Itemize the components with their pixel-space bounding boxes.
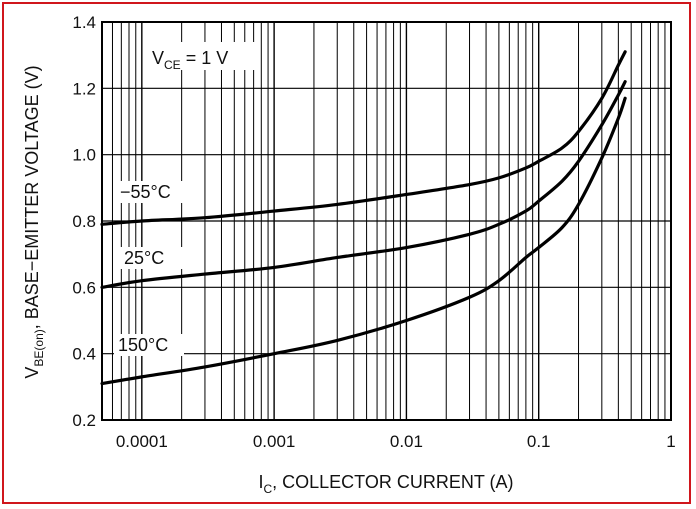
series-label-bg — [116, 181, 186, 203]
axis-labels: VCE = 1 V IC, COLLECTOR CURRENT (A) VBE(on… — [22, 42, 514, 496]
y-tick-label: 0.8 — [72, 212, 96, 231]
series-label-bg — [120, 247, 190, 269]
series-lines: −55°C 25°C 150°C — [100, 50, 627, 386]
annotation-bg — [148, 42, 258, 70]
series-label-2: 150°C — [118, 335, 168, 355]
x-axis-label: IC, COLLECTOR CURRENT (A) — [258, 472, 513, 496]
x-tick-label: 0.1 — [527, 432, 551, 451]
x-tick-label: 0.0001 — [116, 432, 168, 451]
series-line-2 — [100, 96, 627, 386]
grid — [101, 21, 672, 421]
annotation-vce: VCE = 1 V — [152, 48, 228, 72]
series-label-0: −55°C — [120, 182, 171, 202]
y-tick-label: 0.4 — [72, 345, 96, 364]
series-label-1: 25°C — [124, 248, 164, 268]
series-line-1 — [100, 80, 627, 289]
tick-labels: 0.0001 0.001 0.01 0.1 1 0.2 0.4 0.6 0.8 1.0 1.2 1.4 — [72, 13, 675, 451]
y-tick-label: 0.2 — [72, 411, 96, 430]
plot-border — [101, 21, 672, 421]
x-tick-label: 1 — [666, 432, 675, 451]
y-tick-label: 1.4 — [72, 13, 96, 32]
y-tick-label: 1.0 — [72, 146, 96, 165]
x-tick-label: 0.001 — [253, 432, 296, 451]
y-tick-label: 0.6 — [72, 278, 96, 297]
series-label-bg — [114, 334, 184, 356]
y-axis-label: VBE(on), BASE−EMITTER VOLTAGE (V) — [22, 65, 46, 378]
series-line-0 — [100, 50, 627, 226]
x-tick-label: 0.01 — [390, 432, 423, 451]
y-tick-label: 1.2 — [72, 79, 96, 98]
